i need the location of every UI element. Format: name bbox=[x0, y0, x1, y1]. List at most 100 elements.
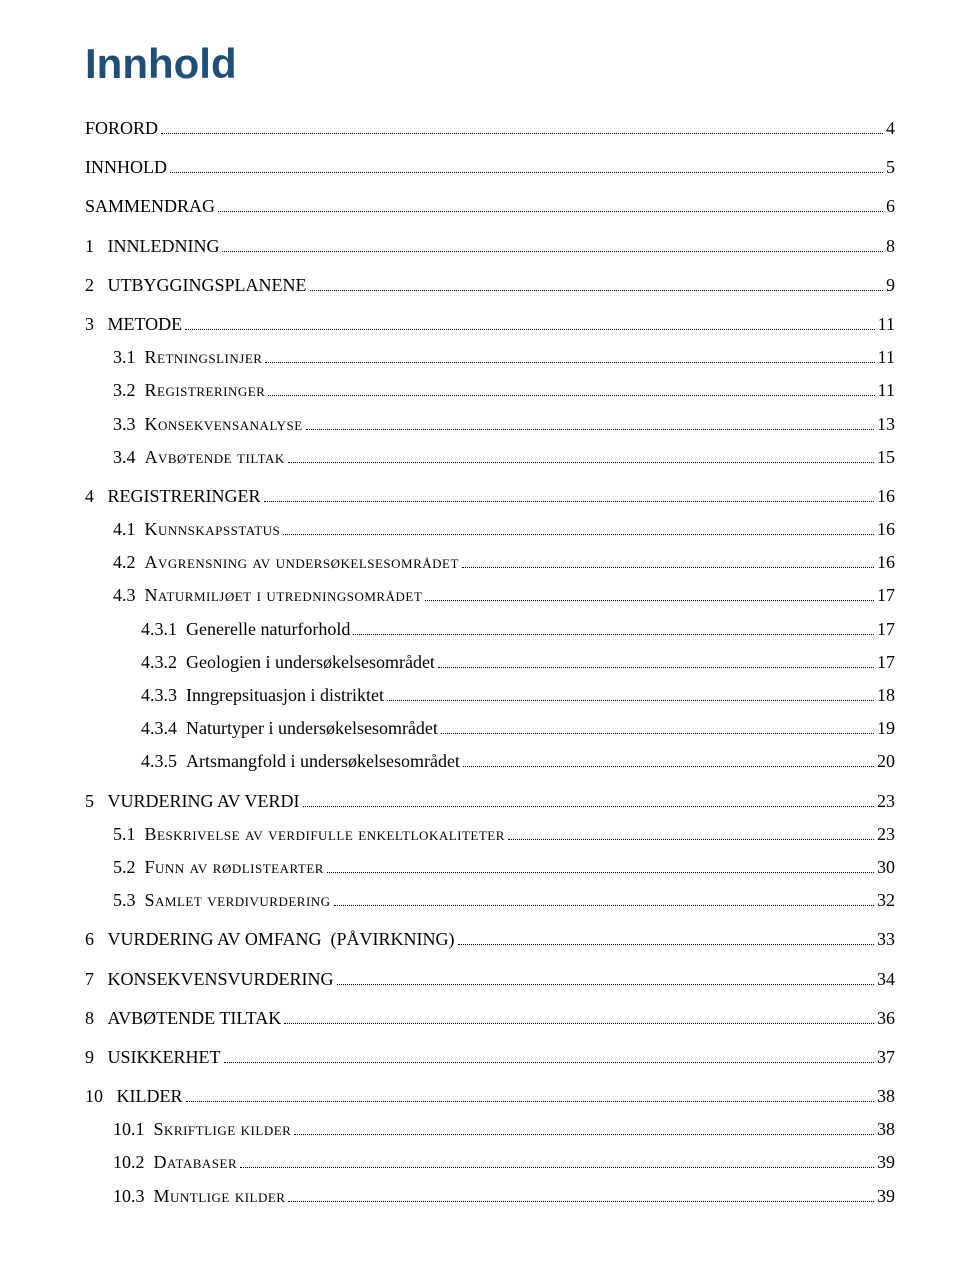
toc-leader-dots bbox=[353, 617, 874, 634]
toc-entry-page: 37 bbox=[877, 1045, 895, 1070]
toc-leader-dots bbox=[458, 928, 874, 945]
toc-entry-number: 5.2 bbox=[113, 855, 145, 880]
toc-entry-label: KONSEKVENSVURDERING bbox=[108, 967, 334, 992]
toc-entry-label: KILDER bbox=[117, 1084, 183, 1109]
toc-entry: FORORD 4 bbox=[85, 116, 895, 141]
toc-entry: 4.3.4 Naturtyper i undersøkelsesområdet … bbox=[141, 716, 895, 741]
toc-entry: 5 VURDERING AV VERDI 23 bbox=[85, 789, 895, 814]
toc-entry-label: USIKKERHET bbox=[108, 1045, 221, 1070]
toc-entry-number: 4.2 bbox=[113, 550, 145, 575]
toc-entry-page: 17 bbox=[877, 617, 895, 642]
toc-entry-page: 23 bbox=[877, 789, 895, 814]
toc-entry-label: FORORD bbox=[85, 116, 158, 141]
toc-entry-page: 23 bbox=[877, 822, 895, 847]
toc-entry-label: UTBYGGINGSPLANENE bbox=[108, 273, 307, 298]
toc-entry: 4.1 Kunnskapsstatus 16 bbox=[113, 517, 895, 542]
toc-entry-number: 6 bbox=[85, 927, 108, 952]
toc-entry: 3.2 Registreringer 11 bbox=[113, 378, 895, 403]
toc-entry-label: Geologien i undersøkelsesområdet bbox=[186, 650, 435, 675]
toc-entry-page: 16 bbox=[877, 550, 895, 575]
toc-entry-page: 17 bbox=[877, 583, 895, 608]
toc-leader-dots bbox=[284, 1007, 874, 1024]
toc-entry: 10 KILDER 38 bbox=[85, 1084, 895, 1109]
toc-leader-dots bbox=[264, 485, 875, 502]
toc-entry-number: 10 bbox=[85, 1084, 117, 1109]
toc-entry: 4.3.1 Generelle naturforhold 17 bbox=[141, 617, 895, 642]
toc-entry-number: 1 bbox=[85, 234, 108, 259]
toc-entry-page: 11 bbox=[878, 378, 895, 403]
toc-leader-dots bbox=[438, 651, 874, 668]
toc-entry-page: 4 bbox=[886, 116, 895, 141]
toc-entry-number: 4.3.1 bbox=[141, 617, 186, 642]
toc-entry-label: Registreringer bbox=[145, 378, 266, 403]
toc-entry-label: Naturtyper i undersøkelsesområdet bbox=[186, 716, 438, 741]
toc-entry-page: 38 bbox=[877, 1084, 895, 1109]
toc-entry-number: 4.3.4 bbox=[141, 716, 186, 741]
toc-entry-number: 10.3 bbox=[113, 1184, 154, 1209]
toc-entry: 4.3 Naturmiljøet i utredningsområdet 17 bbox=[113, 583, 895, 608]
toc-leader-dots bbox=[268, 379, 874, 396]
toc-entry-label: Databaser bbox=[154, 1150, 238, 1175]
toc-entry-page: 19 bbox=[877, 716, 895, 741]
toc-entry-page: 5 bbox=[886, 155, 895, 180]
toc-entry-label: Kunnskapsstatus bbox=[145, 517, 281, 542]
toc-leader-dots bbox=[186, 1085, 875, 1102]
toc-entry: 3.3 Konsekvensanalyse 13 bbox=[113, 412, 895, 437]
toc-entry-label: Skriftlige kilder bbox=[154, 1117, 292, 1142]
toc-entry-label: Artsmangfold i undersøkelsesområdet bbox=[186, 749, 460, 774]
toc-entry-number: 8 bbox=[85, 1006, 108, 1031]
toc-entry: SAMMENDRAG 6 bbox=[85, 194, 895, 219]
toc-leader-dots bbox=[185, 313, 874, 330]
toc-leader-dots bbox=[283, 518, 874, 535]
toc-entry-number: 5.1 bbox=[113, 822, 145, 847]
toc-entry-label: REGISTRERINGER bbox=[108, 484, 261, 509]
toc-entry-label: Generelle naturforhold bbox=[186, 617, 350, 642]
toc-leader-dots bbox=[310, 274, 884, 291]
toc-entry: 9 USIKKERHET 37 bbox=[85, 1045, 895, 1070]
toc-entry-label: METODE bbox=[108, 312, 183, 337]
toc-leader-dots bbox=[327, 856, 874, 873]
toc-entry: 4 REGISTRERINGER 16 bbox=[85, 484, 895, 509]
toc-leader-dots bbox=[294, 1118, 874, 1135]
toc-leader-dots bbox=[161, 117, 883, 134]
toc-entry-label: INNLEDNING bbox=[108, 234, 220, 259]
toc-entry: 2 UTBYGGINGSPLANENE 9 bbox=[85, 273, 895, 298]
toc-entry-number: 4.1 bbox=[113, 517, 145, 542]
toc-entry: 5.2 Funn av rødlistearter 30 bbox=[113, 855, 895, 880]
toc-leader-dots bbox=[334, 889, 874, 906]
toc-leader-dots bbox=[306, 412, 874, 429]
toc-entry-number: 3.2 bbox=[113, 378, 145, 403]
toc-entry-label: Samlet verdivurdering bbox=[145, 888, 331, 913]
toc-entry: 4.3.5 Artsmangfold i undersøkelsesområde… bbox=[141, 749, 895, 774]
toc-leader-dots bbox=[222, 234, 883, 251]
toc-entry-label: INNHOLD bbox=[85, 155, 167, 180]
toc-entry-label: Muntlige kilder bbox=[154, 1184, 286, 1209]
toc-entry-page: 6 bbox=[886, 194, 895, 219]
toc-entry-page: 13 bbox=[877, 412, 895, 437]
toc-entry-page: 20 bbox=[877, 749, 895, 774]
toc-entry: 3.4 Avbøtende tiltak 15 bbox=[113, 445, 895, 470]
toc-leader-dots bbox=[170, 156, 883, 173]
toc-entry-number: 7 bbox=[85, 967, 108, 992]
toc-leader-dots bbox=[425, 584, 874, 601]
toc-entry: INNHOLD 5 bbox=[85, 155, 895, 180]
toc-entry-number: 10.1 bbox=[113, 1117, 154, 1142]
toc-entry-number: 3.4 bbox=[113, 445, 145, 470]
toc-entry-number: 9 bbox=[85, 1045, 108, 1070]
toc-entry-number: 4.3.3 bbox=[141, 683, 186, 708]
table-of-contents: FORORD 4 INNHOLD 5 SAMMENDRAG 6 1 INNLEDNIN… bbox=[85, 116, 895, 1209]
toc-entry-page: 39 bbox=[877, 1184, 895, 1209]
toc-entry-page: 36 bbox=[877, 1006, 895, 1031]
toc-leader-dots bbox=[288, 446, 874, 463]
toc-leader-dots bbox=[508, 823, 874, 840]
toc-entry: 7 KONSEKVENSVURDERING 34 bbox=[85, 967, 895, 992]
toc-entry: 5.3 Samlet verdivurdering 32 bbox=[113, 888, 895, 913]
toc-entry-number: 3.1 bbox=[113, 345, 145, 370]
toc-entry-number: 5 bbox=[85, 789, 108, 814]
toc-entry-page: 15 bbox=[877, 445, 895, 470]
toc-leader-dots bbox=[387, 684, 874, 701]
toc-entry-page: 33 bbox=[877, 927, 895, 952]
toc-entry: 1 INNLEDNING 8 bbox=[85, 234, 895, 259]
toc-leader-dots bbox=[462, 551, 874, 568]
toc-entry: 4.2 Avgrensning av undersøkelsesområdet … bbox=[113, 550, 895, 575]
